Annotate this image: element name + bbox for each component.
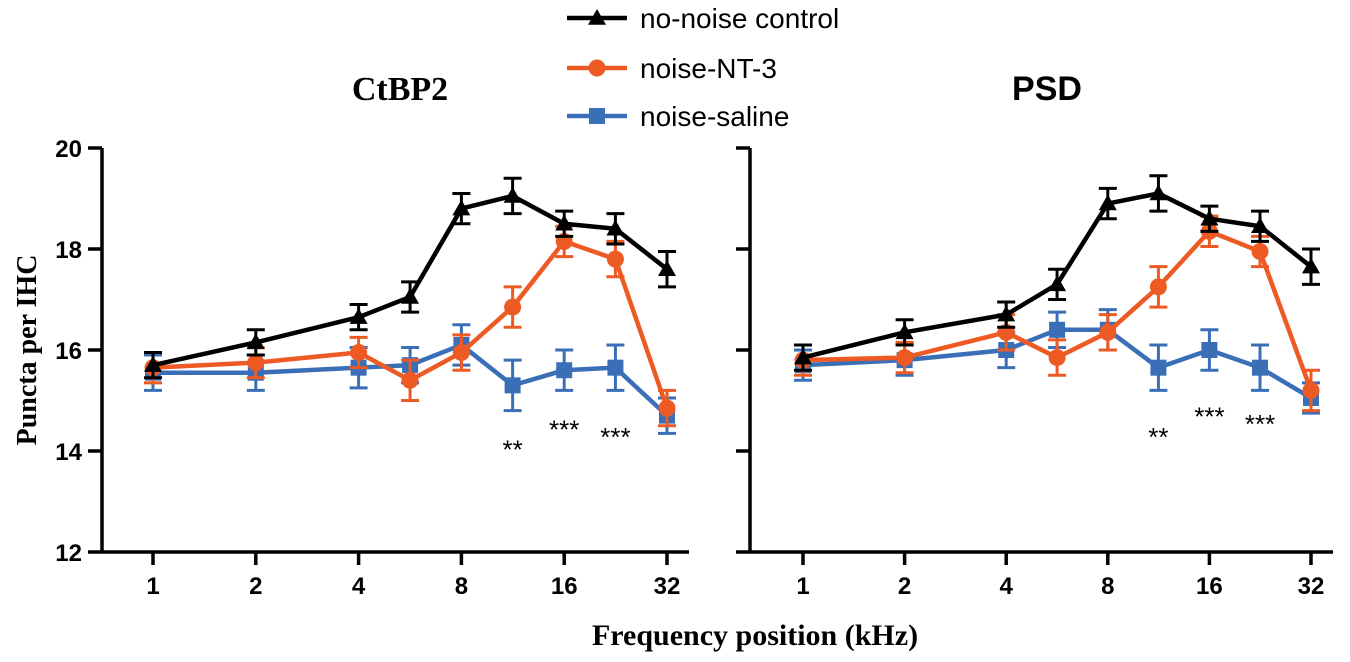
data-point: [606, 219, 625, 236]
y-tick-label: 16: [55, 338, 82, 365]
data-point: [896, 349, 914, 367]
data-point: [1149, 278, 1167, 296]
y-tick-label: 14: [55, 439, 82, 466]
legend-item-noise-saline: noise-saline: [567, 101, 789, 132]
legend-label: noise-saline: [640, 101, 789, 132]
legend-item-no-noise-control: no-noise control: [567, 3, 839, 34]
data-point: [895, 323, 914, 340]
data-point: [1302, 257, 1320, 274]
data-point: [658, 260, 676, 276]
data-point: [247, 354, 265, 372]
data-point: [1251, 217, 1270, 234]
legend-label: noise-NT-3: [640, 53, 777, 84]
x-tick-label: 8: [1101, 573, 1114, 600]
data-point: [1098, 194, 1117, 211]
x-tick-label: 16: [1196, 573, 1223, 600]
x-tick-label: 2: [898, 573, 911, 600]
legend-marker: [589, 108, 605, 124]
panel-title: PSD: [1012, 70, 1082, 108]
data-point: [1251, 243, 1269, 261]
x-tick-label: 1: [146, 573, 159, 600]
x-tick-label: 1: [796, 573, 809, 600]
x-tick-label: 32: [654, 573, 681, 600]
x-tick-label: 16: [551, 573, 578, 600]
data-point: [452, 344, 470, 362]
data-point: [503, 186, 522, 203]
data-point: [144, 356, 162, 372]
significance-label: ***: [600, 422, 630, 452]
significance-label: ***: [549, 414, 579, 444]
data-point: [997, 305, 1016, 322]
data-point: [401, 287, 420, 304]
y-axis-label: Puncta per IHC: [12, 255, 43, 446]
legend: no-noise control noise-NT-3 noise-saline: [567, 3, 839, 132]
data-point: [401, 371, 419, 389]
significance-label: ***: [1245, 409, 1275, 439]
data-point: [350, 344, 368, 362]
x-axis-label: Frequency position (kHz): [592, 619, 918, 652]
data-point: [555, 214, 574, 231]
legend-item-noise-nt-3: noise-NT-3: [567, 53, 777, 84]
x-tick-label: 2: [249, 573, 262, 600]
y-tick-label: 18: [55, 237, 82, 264]
x-tick-label: 4: [352, 573, 366, 600]
data-point: [349, 308, 368, 324]
data-point: [1200, 209, 1219, 226]
data-point: [1252, 359, 1269, 376]
x-tick-label: 4: [1000, 573, 1014, 600]
data-point: [1201, 342, 1218, 358]
data-point: [658, 399, 676, 417]
legend-marker: [588, 59, 606, 77]
data-point: [504, 377, 521, 394]
data-point: [1048, 275, 1067, 292]
y-tick-label: 12: [55, 540, 82, 567]
data-point: [504, 298, 522, 316]
data-point: [1099, 323, 1117, 341]
significance-label: **: [502, 434, 522, 464]
data-point: [1049, 321, 1066, 338]
data-point: [1048, 349, 1066, 367]
data-point: [452, 199, 471, 216]
x-tick-label: 8: [455, 573, 468, 600]
legend-label: no-noise control: [640, 3, 839, 34]
series-no-noise-control: [144, 176, 676, 380]
data-point: [1149, 184, 1168, 201]
data-point: [246, 333, 265, 350]
data-point: [606, 250, 624, 268]
series-no-noise-control: [794, 174, 1320, 372]
data-point: [1150, 359, 1167, 376]
data-point: [1302, 381, 1320, 399]
legend-marker: [588, 9, 606, 25]
y-tick-label: 20: [55, 136, 82, 163]
series-noise-nt-3: [144, 224, 676, 428]
data-point: [556, 362, 573, 379]
significance-label: ***: [1194, 402, 1224, 432]
significance-label: **: [1148, 422, 1168, 452]
data-point: [794, 348, 812, 365]
panel-title: CtBP2: [352, 71, 448, 108]
data-point: [607, 359, 624, 376]
x-tick-label: 32: [1298, 573, 1325, 600]
